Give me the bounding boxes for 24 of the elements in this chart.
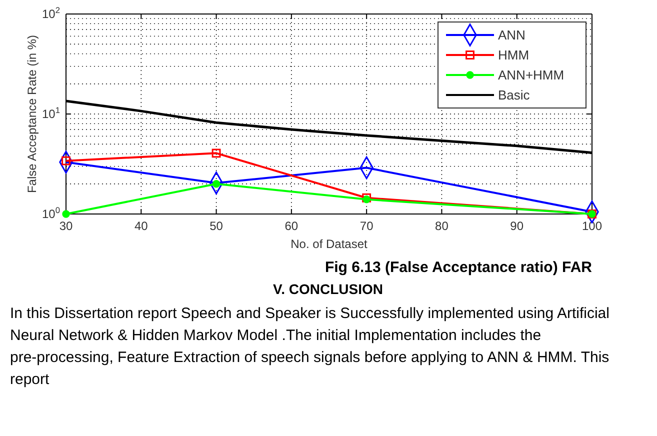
- x-axis-title: No. of Dataset: [290, 237, 368, 251]
- x-tick-label: 60: [284, 219, 298, 234]
- x-tick-label: 30: [59, 219, 73, 234]
- text: V. CONCLUSION: [273, 281, 383, 297]
- x-tick-label: 80: [435, 219, 449, 234]
- legend-label: ANN: [498, 28, 526, 42]
- legend-label: ANN+HMM: [498, 68, 564, 82]
- point: [62, 210, 70, 218]
- x-tick-label: 70: [360, 219, 374, 234]
- text: In this Dissertation report Speech and Speaker is Successfully implemented using Artificial Neural Network & Hidden Markov Model .The initial Implementation includes the pre-processing, Feature Extraction of speech signals before applying to ANN & HMM. This report: [10, 305, 610, 388]
- caption: Fig 6.13 (False Acceptance ratio) FAR: [324, 259, 592, 276]
- y-tick-label: 10$^{2}$: [42, 4, 60, 21]
- x-tick-label: 100: [582, 219, 602, 234]
- point: [212, 148, 221, 158]
- x-tick-label: 50: [210, 219, 224, 234]
- x-tick-label: 40: [134, 219, 148, 234]
- point: [362, 196, 370, 204]
- legend-label: Basic: [498, 88, 530, 102]
- point: [362, 193, 372, 202]
- y-tick-label: 10$^{1}$: [42, 104, 60, 121]
- x-tick-label: 90: [510, 219, 524, 234]
- y-tick-label: 10$^{0}$: [42, 204, 60, 221]
- y-axis-title: False Acceptance Rate (in %): [25, 34, 39, 194]
- legend-label: HMM: [498, 48, 530, 62]
